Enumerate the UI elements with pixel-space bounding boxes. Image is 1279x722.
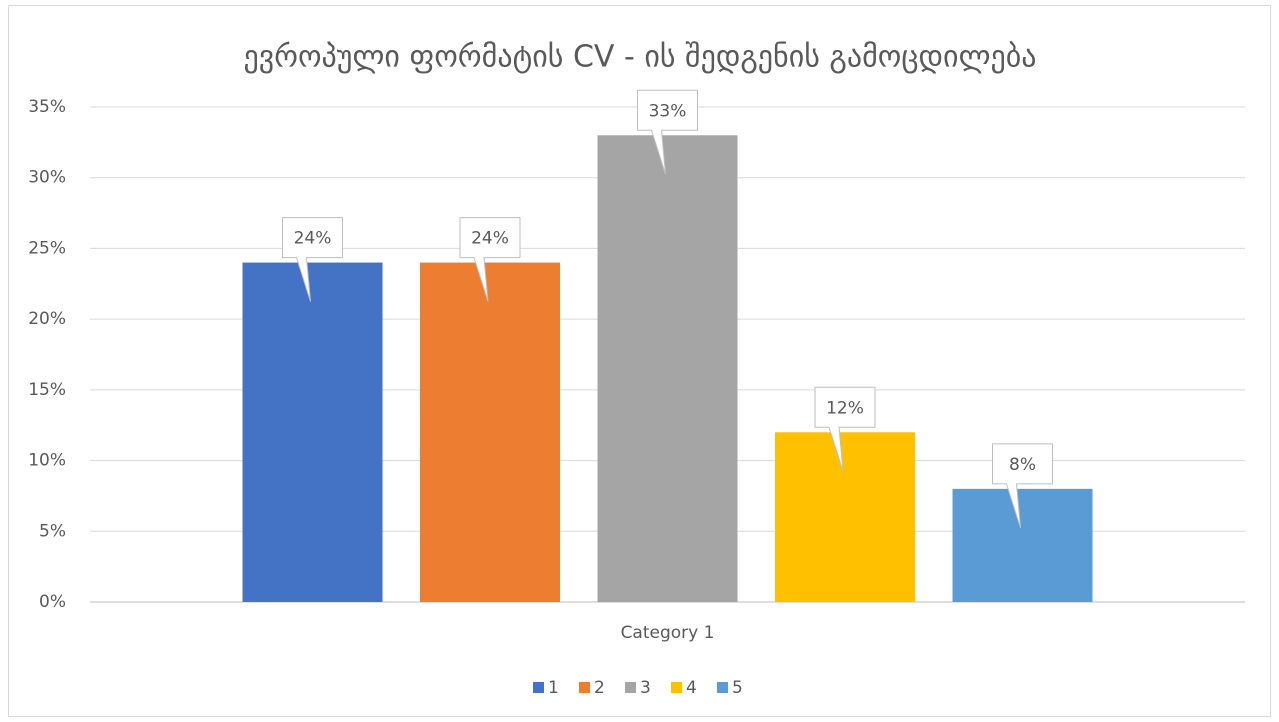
legend-label: 5 <box>732 678 743 698</box>
bar <box>242 262 383 602</box>
y-tick-label: 30% <box>28 168 66 188</box>
y-tick-label: 15% <box>28 380 66 400</box>
data-label: 24% <box>471 229 509 249</box>
chart-title: ევროპული ფორმატის CV - ის შედგენის გამოც… <box>243 40 1036 75</box>
legend-label: 4 <box>686 678 697 698</box>
data-label-callout <box>637 89 698 175</box>
data-label-callout <box>282 217 343 302</box>
bar <box>420 262 560 602</box>
y-tick-label: 35% <box>28 97 66 117</box>
data-label-callout <box>814 386 876 472</box>
y-tick-label: 20% <box>28 309 66 329</box>
data-label: 12% <box>826 398 864 418</box>
data-label: 24% <box>294 229 332 249</box>
legend-label: 1 <box>548 678 559 698</box>
y-tick-label: 5% <box>39 521 66 541</box>
legend-swatch <box>717 682 728 693</box>
legend-label: 2 <box>594 678 605 698</box>
data-label-callout <box>992 443 1053 529</box>
legend-swatch <box>579 682 590 693</box>
y-tick-label: 25% <box>28 238 66 258</box>
legend-swatch <box>671 682 682 693</box>
data-label: 33% <box>649 101 687 121</box>
legend-swatch <box>625 682 636 693</box>
y-tick-label: 0% <box>39 592 66 612</box>
bar <box>775 432 915 602</box>
x-tick-label: Category 1 <box>621 623 715 643</box>
data-label: 8% <box>1009 455 1036 475</box>
y-tick-label: 10% <box>28 451 66 471</box>
bar <box>597 135 738 603</box>
data-label-callout <box>459 217 521 302</box>
legend-label: 3 <box>640 678 651 698</box>
legend-swatch <box>533 682 544 693</box>
bar <box>952 488 1093 602</box>
